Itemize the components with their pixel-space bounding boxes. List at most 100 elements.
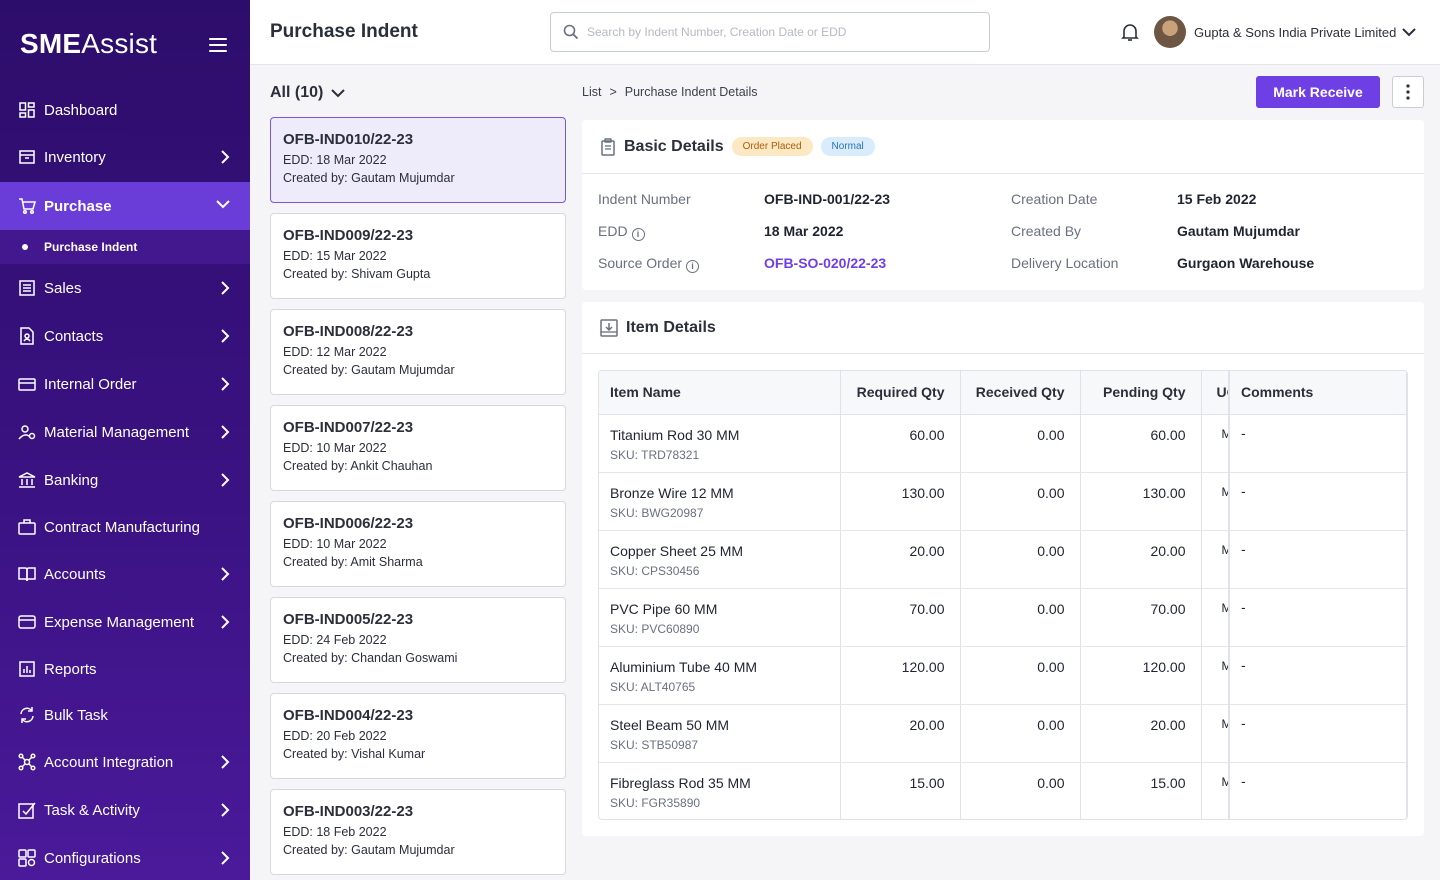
indent-card[interactable]: OFB-IND007/22-23 EDD: 10 Mar 2022 Create… <box>270 405 566 491</box>
search-box[interactable] <box>550 12 990 52</box>
task-icon <box>18 801 36 819</box>
chevron-down-icon[interactable] <box>1402 27 1416 37</box>
comments-cell: - <box>1228 762 1407 819</box>
table-row[interactable]: PVC Pipe 60 MM SKU: PVC60890 70.00 0.00 7… <box>599 588 1407 647</box>
item-sku: SKU: TRD78321 <box>610 447 700 462</box>
more-vertical-icon <box>1406 84 1410 100</box>
creation-date-value: 15 Feb 2022 <box>1177 191 1257 207</box>
sidebar-item-dashboard[interactable]: Dashboard <box>0 88 250 132</box>
table-row[interactable]: Steel Beam 50 MM SKU: STB50987 20.00 0.00… <box>599 704 1407 763</box>
indent-card-edd: EDD: 10 Mar 2022 <box>283 441 387 455</box>
sidebar-item-inventory[interactable]: Inventory <box>0 135 250 179</box>
uom-cell: MM <box>1201 646 1230 705</box>
indent-card[interactable]: OFB-IND006/22-23 EDD: 10 Mar 2022 Create… <box>270 501 566 587</box>
item-sku: SKU: PVC60890 <box>610 621 700 636</box>
sidebar-item-contract-manufacturing[interactable]: Contract Manufacturing <box>0 505 250 549</box>
required-qty-cell: 130.00 <box>840 472 961 531</box>
delivery-location-value: Gurgaon Warehouse <box>1177 255 1315 271</box>
indent-card-creator: Created by: Vishal Kumar <box>283 747 426 761</box>
table-row[interactable]: Copper Sheet 25 MM SKU: CPS30456 20.00 0.… <box>599 530 1407 589</box>
uom-cell: MM <box>1201 762 1230 819</box>
sidebar-item-internal-order[interactable]: Internal Order <box>0 362 250 406</box>
sidebar-item-label: Reports <box>44 660 97 678</box>
more-options-button[interactable] <box>1392 76 1424 108</box>
required-qty-cell: 20.00 <box>840 530 961 589</box>
indent-card-edd: EDD: 18 Mar 2022 <box>283 153 387 167</box>
internal-order-icon <box>18 375 36 393</box>
indent-card-edd: EDD: 12 Mar 2022 <box>283 345 387 359</box>
indent-card[interactable]: OFB-IND003/22-23 EDD: 18 Feb 2022 Create… <box>270 789 566 875</box>
indent-card-id: OFB-IND006/22-23 <box>283 515 414 532</box>
sidebar-item-sales[interactable]: Sales <box>0 266 250 310</box>
uom-cell: MM <box>1201 472 1230 531</box>
indent-card[interactable]: OFB-IND004/22-23 EDD: 20 Feb 2022 Create… <box>270 693 566 779</box>
table-row[interactable]: Bronze Wire 12 MM SKU: BWG20987 130.00 0.… <box>599 472 1407 531</box>
column-header-item-name[interactable]: Item Name <box>599 371 841 415</box>
sidebar-subitem-purchase-indent[interactable]: Purchase Indent <box>0 230 250 264</box>
comments-cell: - <box>1228 704 1407 763</box>
avatar[interactable] <box>1154 16 1186 48</box>
briefcase-icon <box>18 518 36 536</box>
table-row[interactable]: Aluminium Tube 40 MM SKU: ALT40765 120.00… <box>599 646 1407 705</box>
indent-card[interactable]: OFB-IND008/22-23 EDD: 12 Mar 2022 Create… <box>270 309 566 395</box>
sidebar-item-reports[interactable]: Reports <box>0 647 250 691</box>
menu-toggle-icon[interactable] <box>209 38 227 52</box>
column-header-uom[interactable]: UOM <box>1201 371 1230 415</box>
indent-card[interactable]: OFB-IND010/22-23 EDD: 18 Mar 2022 Create… <box>270 117 566 203</box>
sidebar-item-configurations[interactable]: Configurations <box>0 836 250 880</box>
chevron-down-icon <box>216 200 230 209</box>
indent-card-creator: Created by: Chandan Goswami <box>283 651 458 665</box>
download-box-icon <box>600 318 618 337</box>
column-header-comments[interactable]: Comments <box>1228 371 1407 415</box>
chevron-right-icon <box>221 377 230 391</box>
chevron-right-icon <box>221 425 230 439</box>
indent-card[interactable]: OFB-IND009/22-23 EDD: 15 Mar 2022 Create… <box>270 213 566 299</box>
notification-bell-icon[interactable] <box>1120 22 1140 42</box>
sidebar-item-account-integration[interactable]: Account Integration <box>0 740 250 784</box>
item-name: Copper Sheet 25 MM <box>610 542 744 559</box>
created-by-value: Gautam Mujumdar <box>1177 223 1300 239</box>
breadcrumb-list-link[interactable]: List <box>582 85 602 99</box>
indent-card[interactable]: OFB-IND005/22-23 EDD: 24 Feb 2022 Create… <box>270 597 566 683</box>
chevron-right-icon <box>221 150 230 164</box>
sidebar-item-purchase[interactable]: Purchase <box>0 182 250 230</box>
info-icon[interactable]: i <box>631 228 645 241</box>
cart-icon <box>18 197 36 215</box>
indent-card-id: OFB-IND009/22-23 <box>283 227 414 244</box>
brand-logo[interactable]: SMEAssist <box>20 28 158 59</box>
sidebar-item-expense-management[interactable]: Expense Management <box>0 600 250 644</box>
indent-card-edd: EDD: 18 Feb 2022 <box>283 825 387 839</box>
sidebar-item-accounts[interactable]: Accounts <box>0 552 250 596</box>
indent-card-id: OFB-IND008/22-23 <box>283 323 414 340</box>
list-filter-dropdown[interactable]: All (10) <box>270 84 346 102</box>
source-order-link[interactable]: OFB-SO-020/22-23 <box>764 255 887 271</box>
edd-value: 18 Mar 2022 <box>764 223 844 239</box>
sidebar-item-task-activity[interactable]: Task & Activity <box>0 788 250 832</box>
item-name: PVC Pipe 60 MM <box>610 600 718 617</box>
breadcrumb-separator: > <box>609 85 617 99</box>
received-qty-cell: 0.00 <box>960 762 1081 819</box>
sidebar-item-material-management[interactable]: Material Management <box>0 410 250 454</box>
search-input[interactable] <box>587 25 967 39</box>
sidebar-item-banking[interactable]: Banking <box>0 458 250 502</box>
sidebar-item-bulk-task[interactable]: Bulk Task <box>0 693 250 737</box>
column-header-pending-qty[interactable]: Pending Qty <box>1080 371 1202 415</box>
column-header-required-qty[interactable]: Required Qty <box>840 371 961 415</box>
indent-number-value: OFB-IND-001/22-23 <box>764 191 891 207</box>
basic-details-panel: Basic Details Order Placed Normal <box>582 120 1424 290</box>
company-name[interactable]: Gupta & Sons India Private Limited <box>1194 25 1397 40</box>
table-row[interactable]: Fibreglass Rod 35 MM SKU: FGR35890 15.00 … <box>599 762 1407 819</box>
chevron-right-icon <box>221 281 230 295</box>
uom-cell: MM <box>1201 530 1230 589</box>
info-icon[interactable]: i <box>686 260 700 273</box>
sidebar-item-label: Contacts <box>44 327 104 345</box>
indent-card-id: OFB-IND003/22-23 <box>283 803 414 820</box>
column-header-received-qty[interactable]: Received Qty <box>960 371 1081 415</box>
page-title: Purchase Indent <box>270 21 418 42</box>
inventory-icon <box>18 148 36 166</box>
contacts-icon <box>18 327 36 345</box>
comments-cell: - <box>1228 530 1407 589</box>
mark-receive-button[interactable]: Mark Receive <box>1256 76 1380 108</box>
table-row[interactable]: Titanium Rod 30 MM SKU: TRD78321 60.00 0.… <box>599 414 1407 473</box>
sidebar-item-contacts[interactable]: Contacts <box>0 314 250 358</box>
